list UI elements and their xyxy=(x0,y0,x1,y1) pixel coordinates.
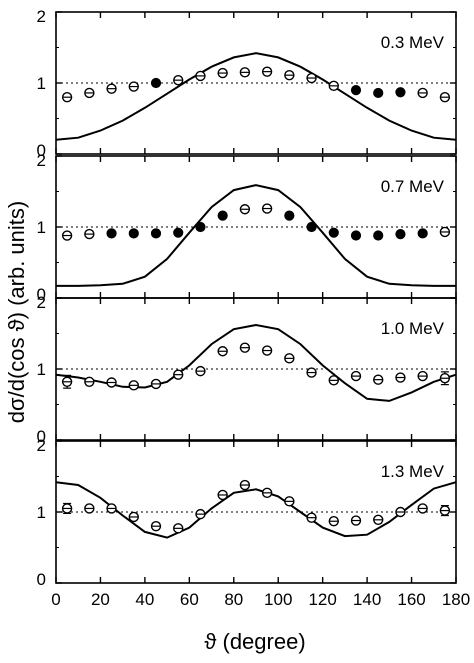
data-point xyxy=(395,229,406,240)
x-tick-label: 0 xyxy=(51,590,60,609)
theory-curve xyxy=(55,52,457,141)
data-point xyxy=(150,228,162,239)
panel-2: 0 1 2 0.7 MeV xyxy=(37,151,457,304)
y-tick-label: 1 xyxy=(37,503,46,522)
data-point xyxy=(328,227,339,238)
x-tick-label: 80 xyxy=(224,590,243,609)
data-point xyxy=(284,210,295,221)
data-point xyxy=(173,227,184,238)
x-tick-label: 60 xyxy=(180,590,199,609)
y-tick-label: 0 xyxy=(37,141,46,160)
y-tick-label: 0 xyxy=(37,427,46,446)
x-tick-label: 180 xyxy=(442,590,470,609)
data-point xyxy=(350,230,362,241)
theory-curve xyxy=(56,184,456,287)
x-tick-labels: 0 20 40 60 80 100 120 140 160 180 xyxy=(51,590,470,609)
y-tick-label: 2 xyxy=(37,7,46,26)
x-tick-label: 140 xyxy=(353,590,381,609)
x-tick-label: 120 xyxy=(308,590,336,609)
data-point xyxy=(128,228,139,239)
data-point xyxy=(195,221,206,233)
y-axis-label: dσ/d(cos ϑ) (arb. units) xyxy=(4,201,29,423)
energy-label: 1.0 MeV xyxy=(381,319,445,338)
x-tick-label: 160 xyxy=(397,590,425,609)
x-tick-label: 20 xyxy=(91,590,110,609)
x-tick-label: 40 xyxy=(135,590,154,609)
panel-3: 0 1 2 1.0 MeV xyxy=(37,293,457,446)
energy-label: 1.3 MeV xyxy=(381,462,445,481)
panel-4: 0 1 2 1.3 MeV xyxy=(37,436,457,589)
data-point xyxy=(306,221,317,233)
y-tick-label: 2 xyxy=(37,293,46,312)
data-point xyxy=(373,87,384,99)
data-point xyxy=(106,228,117,239)
energy-label: 0.7 MeV xyxy=(381,177,445,196)
theory-curve xyxy=(55,323,457,402)
y-tick-label: 2 xyxy=(37,436,46,455)
y-tick-label: 1 xyxy=(37,218,46,237)
panel-1: 0 1 2 0.3 MeV xyxy=(37,7,457,160)
data-point xyxy=(417,228,428,239)
y-tick-label: 2 xyxy=(37,151,46,170)
data-point xyxy=(150,77,162,89)
x-axis-label: ϑ (degree) xyxy=(204,629,305,654)
theory-curve xyxy=(55,481,457,539)
y-tick-label: 1 xyxy=(37,74,46,93)
x-tick-label: 100 xyxy=(264,590,292,609)
data-point xyxy=(350,84,362,96)
data-point xyxy=(373,230,384,241)
data-point xyxy=(217,210,228,221)
energy-label: 0.3 MeV xyxy=(381,33,445,52)
y-tick-label: 0 xyxy=(37,570,46,589)
data-point xyxy=(395,87,406,98)
panels: 0 1 2 0.3 MeV 0 1 2 0.7 MeV 0 1 2 1.0 MeV 0 1 2 1.3 MeV xyxy=(37,7,457,589)
y-tick-label: 1 xyxy=(37,360,46,379)
y-tick-label: 0 xyxy=(37,285,46,304)
